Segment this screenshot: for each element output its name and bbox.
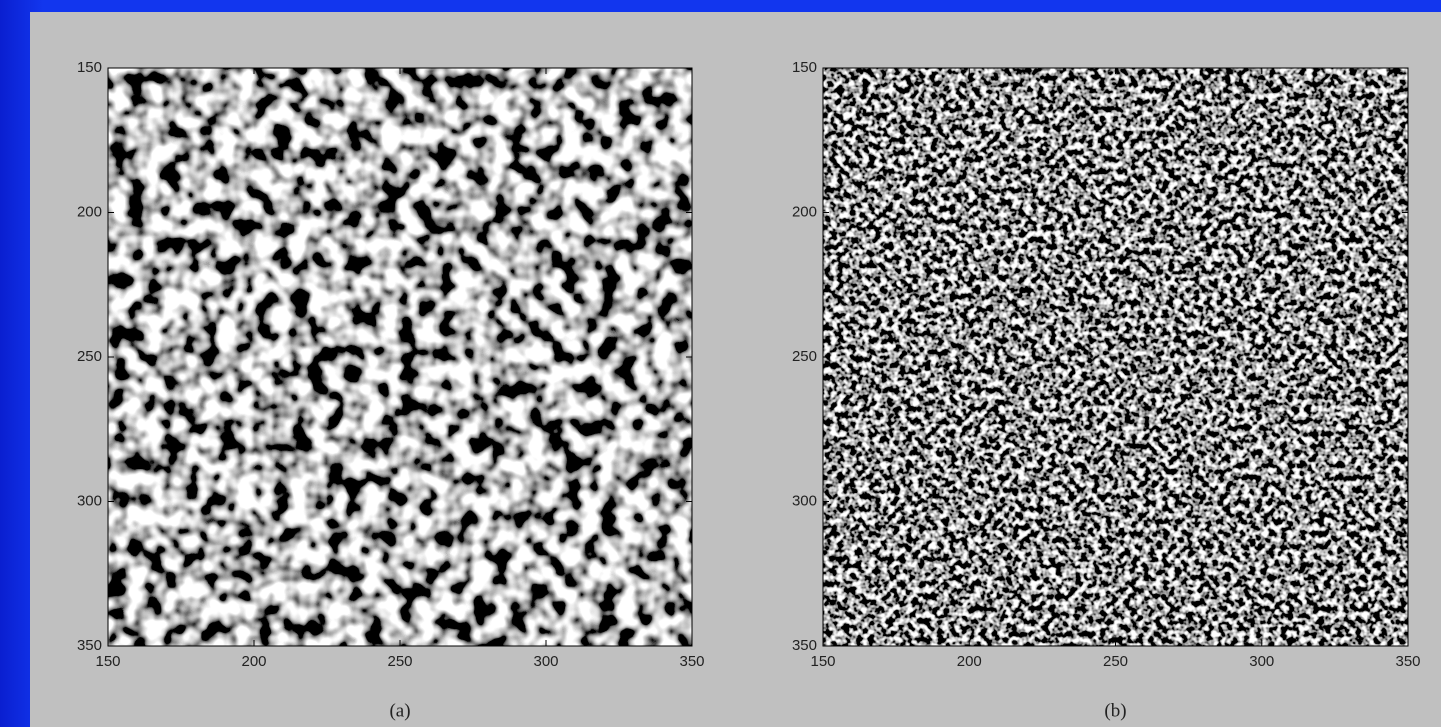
y-tick-label: 350 [792, 637, 817, 654]
y-tick-label: 200 [77, 203, 102, 220]
x-tick-label: 150 [810, 653, 835, 670]
y-tick-label: 250 [77, 348, 102, 365]
x-tick-label: 200 [957, 653, 982, 670]
x-tick-label: 300 [1249, 653, 1274, 670]
y-tick-label: 300 [77, 492, 102, 509]
caption: (b) [1104, 700, 1126, 721]
y-tick-label: 300 [792, 492, 817, 509]
x-tick-label: 150 [95, 653, 120, 670]
speckle-image [108, 68, 692, 646]
x-tick-label: 300 [533, 653, 558, 670]
x-tick-label: 250 [387, 653, 412, 670]
y-tick-label: 150 [792, 59, 817, 76]
y-tick-label: 250 [792, 348, 817, 365]
speckle-image [823, 68, 1408, 646]
x-tick-label: 250 [1103, 653, 1128, 670]
caption: (a) [389, 700, 410, 721]
y-tick-label: 200 [792, 203, 817, 220]
x-tick-label: 350 [679, 653, 704, 670]
x-tick-label: 200 [241, 653, 266, 670]
x-tick-label: 350 [1395, 653, 1420, 670]
y-tick-label: 350 [77, 637, 102, 654]
y-tick-label: 150 [77, 59, 102, 76]
